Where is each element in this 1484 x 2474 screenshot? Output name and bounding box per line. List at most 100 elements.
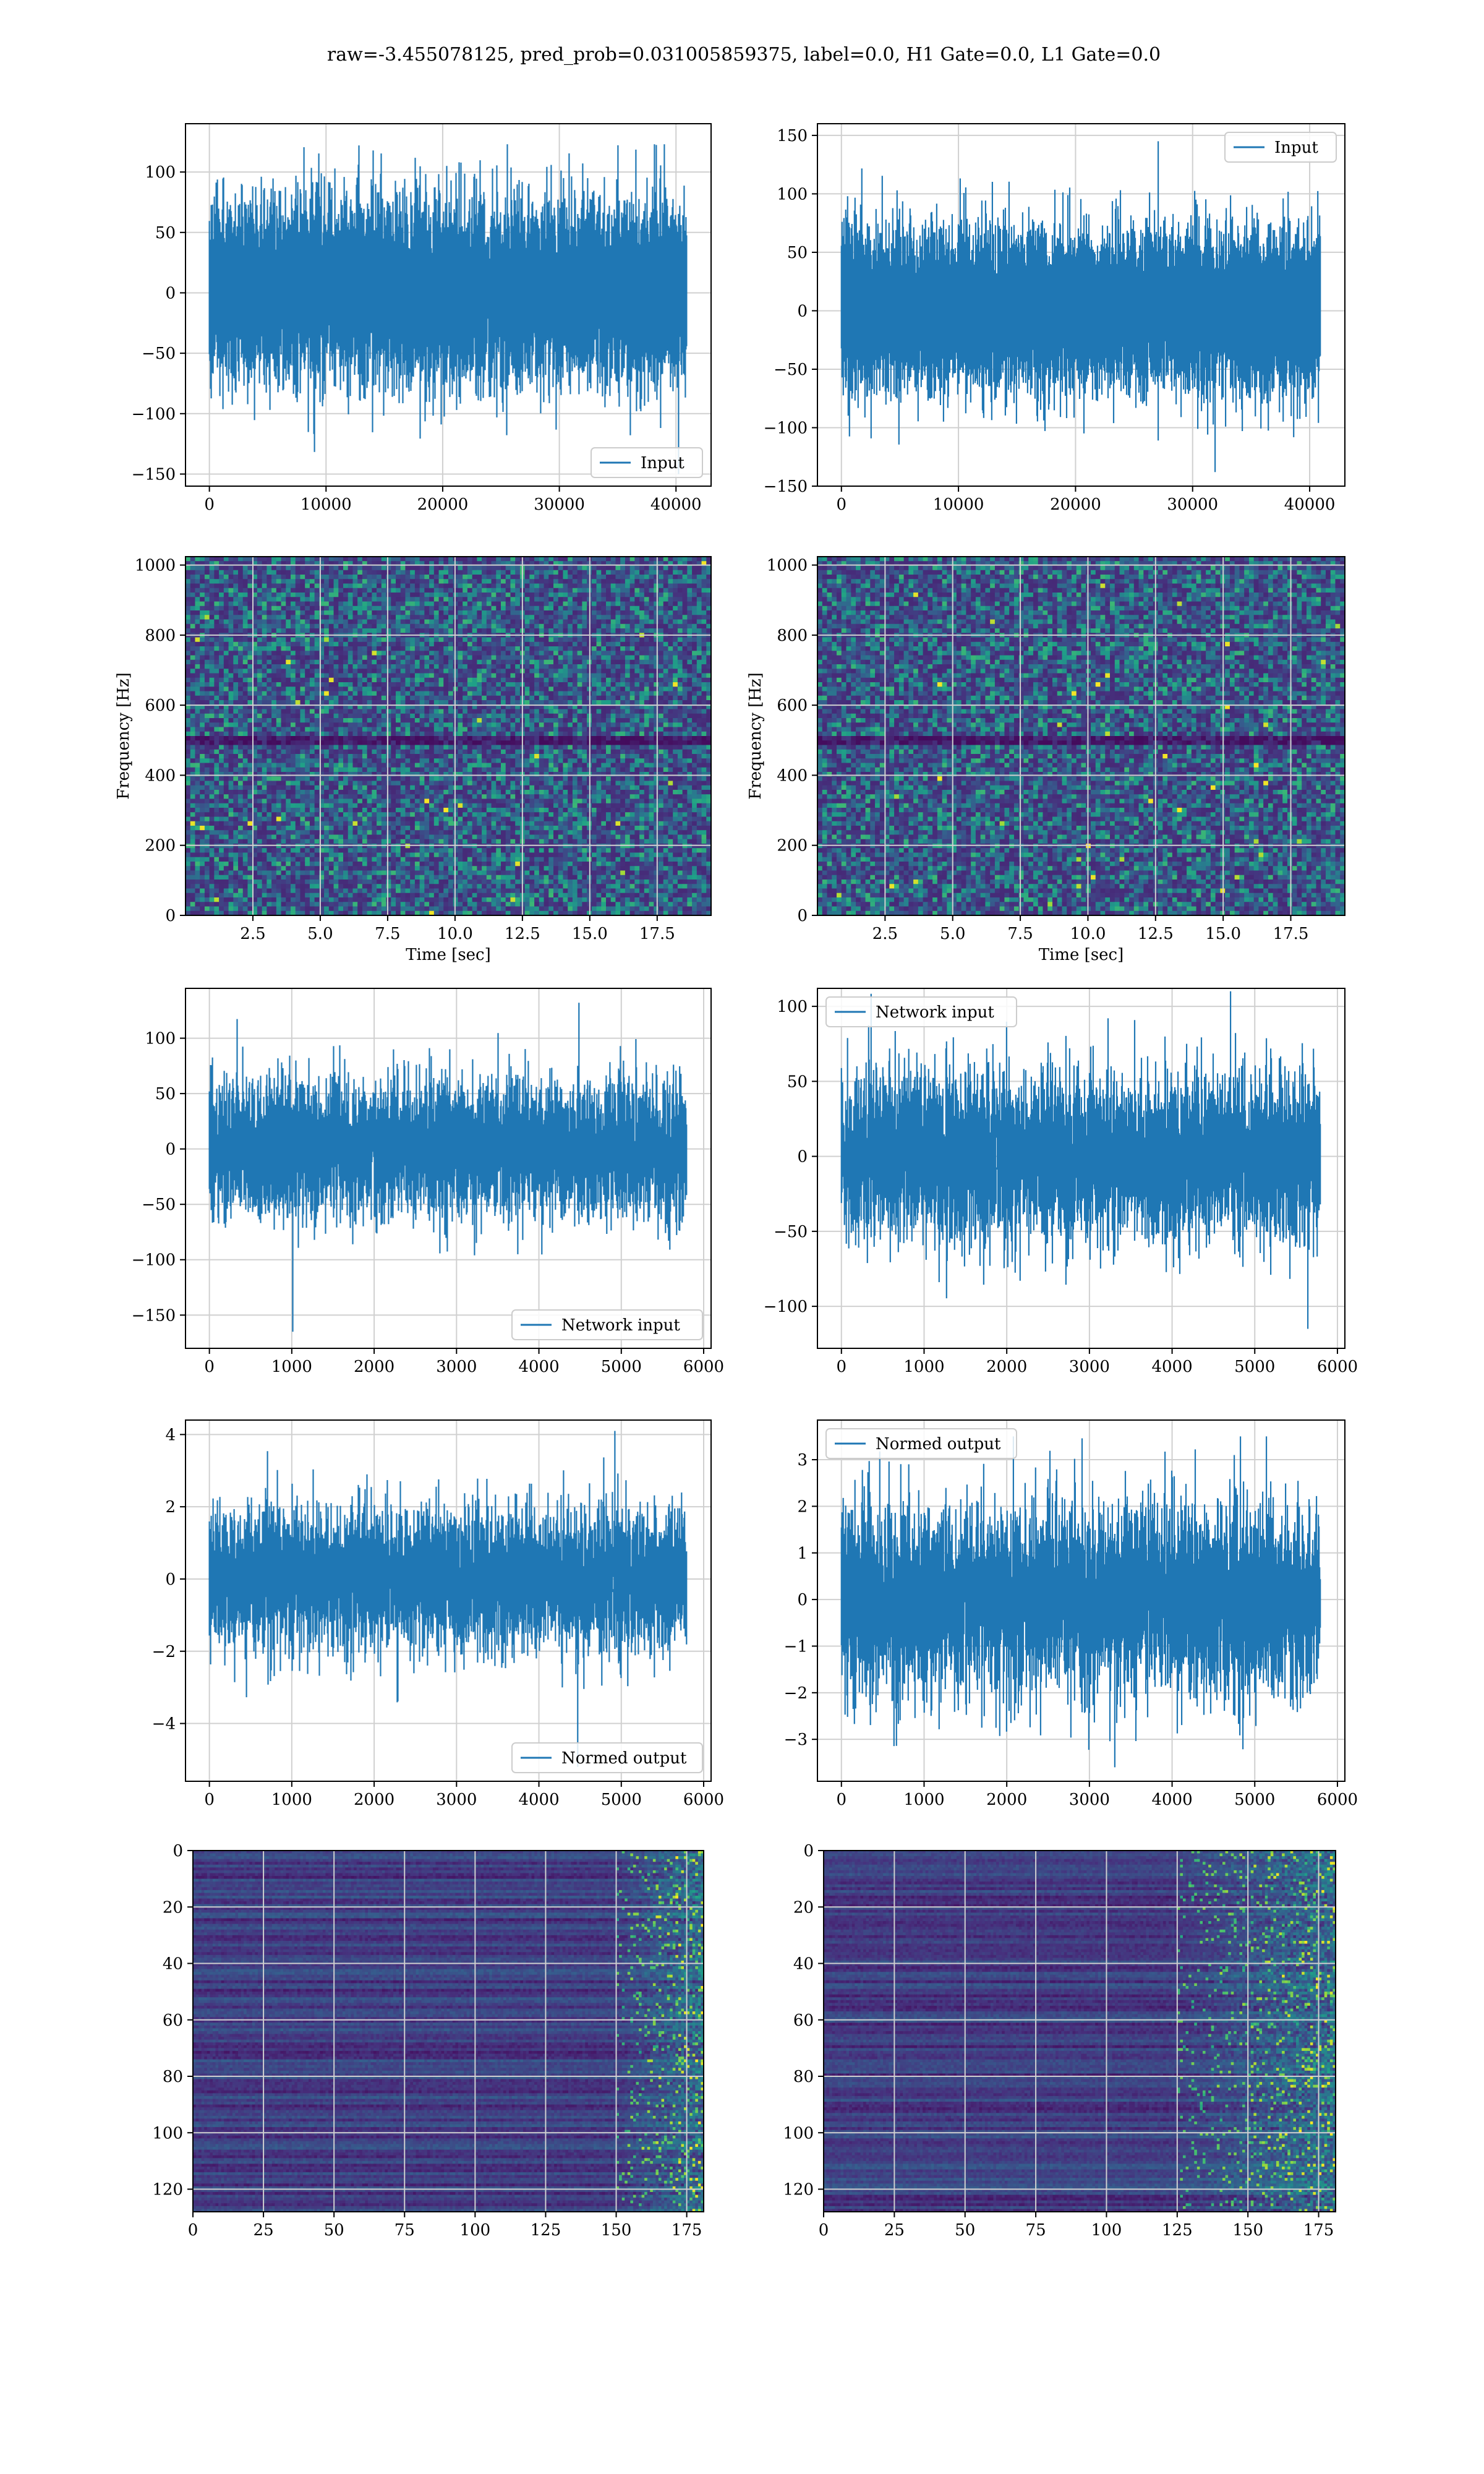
heatmap-cell [391,610,396,615]
heatmap-cell [315,557,320,562]
heatmap-cell [458,597,463,602]
heatmap-cell [210,610,215,615]
heatmap-cell [224,615,229,620]
heatmap-cell [506,638,511,643]
heatmap-cell [367,606,372,611]
heatmap-cell [334,606,339,611]
heatmap-cell [702,610,707,615]
heatmap-cell [324,570,329,575]
heatmap-cell [367,628,372,633]
heatmap-cell [415,584,420,589]
heatmap-cell [544,620,549,625]
heatmap-cell [286,615,291,620]
heatmap-cell [568,588,573,593]
heatmap-cell [601,610,606,615]
heatmap-cell [348,606,353,611]
heatmap-cell [678,597,683,602]
heatmap-cell [291,584,296,589]
heatmap-cell [697,557,702,562]
heatmap-cell [247,557,252,562]
heatmap-cell [324,638,329,643]
heatmap-cell [186,584,190,589]
heatmap-cell [334,638,339,643]
heatmap-cell [243,575,248,580]
heatmap-cell [200,620,205,625]
heatmap-cell [683,610,688,615]
heatmap-cell [487,606,492,611]
heatmap-cell [386,628,391,633]
heatmap-cell [463,579,467,584]
heatmap-cell [573,597,578,602]
heatmap-cell [348,579,353,584]
heatmap-cell [205,588,210,593]
heatmap-cell [668,597,673,602]
heatmap-cell [200,579,205,584]
heatmap-cell [573,615,578,620]
heatmap-cell [200,628,205,633]
heatmap-cell [673,624,678,629]
heatmap-cell [420,615,425,620]
heatmap-cell [286,593,291,597]
heatmap-cell [281,597,286,602]
heatmap-cell [539,570,544,575]
heatmap-cell [553,620,558,625]
heatmap-cell [286,602,291,607]
heatmap-cell [367,570,372,575]
heatmap-cell [534,638,539,643]
heatmap-cell [487,615,492,620]
heatmap-cell [592,593,597,597]
heatmap-cell [334,557,339,562]
heatmap-cell [338,606,343,611]
heatmap-cell [372,606,377,611]
heatmap-cell [620,620,625,625]
heatmap-cell [510,579,515,584]
heatmap-cell [247,638,252,643]
heatmap-cell [582,584,587,589]
heatmap-cell [477,597,482,602]
heatmap-cell [582,588,587,593]
heatmap-cell [634,606,639,611]
heatmap-cell [362,624,367,629]
heatmap-cell [238,620,243,625]
heatmap-cell [529,628,534,633]
heatmap-cell [644,579,649,584]
heatmap-cell [243,610,248,615]
heatmap-cell [525,606,530,611]
heatmap-cell [630,624,635,629]
heatmap-cell [262,593,267,597]
heatmap-cell [329,575,334,580]
heatmap-cell [238,638,243,643]
heatmap-cell [377,588,382,593]
heatmap-cell [654,575,659,580]
heatmap-cell [644,615,649,620]
heatmap-cell [625,557,630,562]
heatmap-cell [195,606,200,611]
heatmap-cell [382,602,386,607]
heatmap-cell [224,557,229,562]
heatmap-cell [310,615,315,620]
heatmap-cell [568,606,573,611]
heatmap-cell [405,575,410,580]
heatmap-cell [458,584,463,589]
heatmap-cell [644,593,649,597]
heatmap-cell [458,602,463,607]
heatmap-cell [506,624,511,629]
heatmap-cell [692,566,697,571]
heatmap-cell [305,593,310,597]
heatmap-cell [382,593,386,597]
heatmap-cell [296,588,301,593]
heatmap-cell [315,566,320,571]
heatmap-cell [663,638,668,643]
heatmap-cell [210,597,215,602]
heatmap-cell [463,620,467,625]
heatmap-cell [492,579,497,584]
heatmap-cell [544,610,549,615]
heatmap-cell [410,557,415,562]
heatmap-cell [439,575,444,580]
heatmap-cell [439,628,444,633]
heatmap-cell [673,610,678,615]
heatmap-cell [271,606,276,611]
heatmap-cell [210,624,215,629]
heatmap-cell [563,570,568,575]
heatmap-cell [582,579,587,584]
